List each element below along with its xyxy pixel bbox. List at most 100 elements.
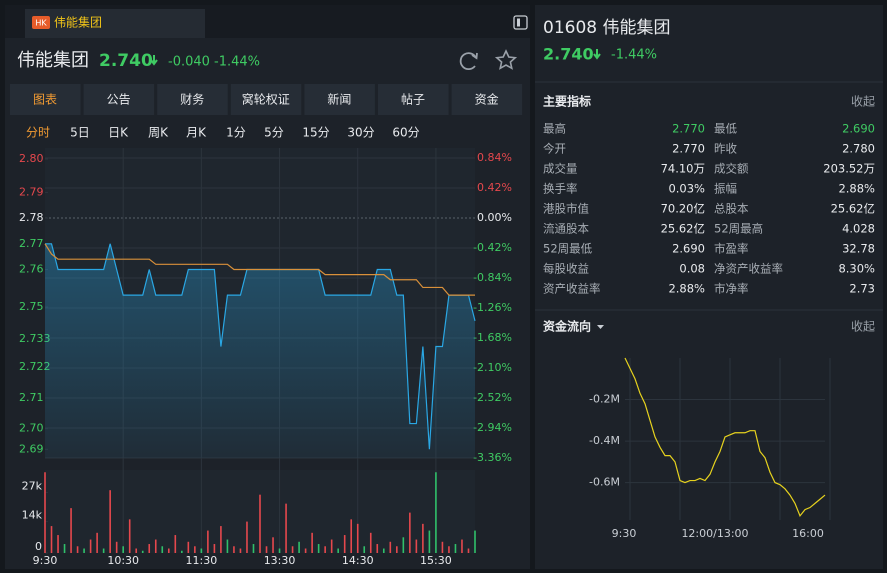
- y2-tick-label: -2.52%: [473, 391, 512, 404]
- volume-bar: [474, 530, 476, 553]
- period-button[interactable]: 周K: [148, 126, 169, 140]
- volume-bar: [213, 544, 216, 553]
- y-tick-label: 2.733: [19, 332, 51, 345]
- stock-tab[interactable]: [25, 9, 205, 38]
- y2-tick-label: -1.26%: [473, 301, 512, 314]
- volume-bar: [382, 548, 385, 553]
- indicator-value: 25.62亿: [661, 222, 705, 236]
- fund-x-tick-label: 16:00: [792, 527, 824, 540]
- volume-bar: [167, 548, 170, 553]
- period-button[interactable]: 60分: [392, 126, 419, 140]
- price-area: [45, 243, 475, 458]
- indicator-label: 流通股本: [543, 222, 589, 236]
- volume-bar: [141, 550, 144, 553]
- x-tick-label: 9:30: [33, 554, 58, 567]
- indicators-collapse[interactable]: 收起: [851, 95, 875, 109]
- indicator-value: 2.73: [849, 282, 875, 296]
- tab-button[interactable]: [230, 84, 302, 115]
- fund-flow-collapse[interactable]: 收起: [851, 320, 875, 334]
- y-tick-label: 2.77: [19, 237, 44, 250]
- favorite-button[interactable]: [494, 49, 518, 70]
- y2-tick-label: -0.42%: [473, 241, 512, 254]
- volume-bar: [135, 548, 138, 553]
- volume-bar: [96, 532, 98, 553]
- tab-button[interactable]: [451, 84, 523, 115]
- y2-tick-label: 0.42%: [477, 181, 512, 194]
- indicator-label: 52周最低: [543, 242, 593, 256]
- refresh-button[interactable]: [459, 52, 478, 71]
- volume-bar: [200, 548, 203, 553]
- period-button[interactable]: 30分: [347, 126, 374, 140]
- y-tick-label: 2.69: [19, 442, 44, 455]
- volume-bar: [422, 523, 424, 553]
- period-button[interactable]: 月K: [186, 126, 207, 140]
- stock-name: 伟能集团: [17, 50, 89, 71]
- quote-title: 01608 伟能集团: [543, 18, 670, 38]
- volume-bar: [239, 548, 242, 553]
- y2-tick-label: 0.84%: [477, 151, 512, 164]
- volume-bar: [415, 539, 418, 553]
- indicator-value: 203.52万: [823, 162, 875, 176]
- indicator-value: 4.028: [842, 222, 875, 236]
- volume-bar: [161, 546, 164, 553]
- volume-bar: [89, 539, 92, 553]
- panel-toggle[interactable]: [513, 15, 528, 30]
- tab-label: 帖子: [401, 92, 425, 107]
- dropdown-caret: [597, 325, 604, 329]
- volume-bar: [50, 526, 53, 553]
- fund-x-tick-label: 9:30: [612, 527, 637, 540]
- indicator-label: 昨收: [714, 142, 737, 156]
- volume-bar: [220, 526, 222, 553]
- volume-bar: [291, 546, 294, 553]
- indicator-label: 市净率: [714, 282, 749, 296]
- tab-button[interactable]: [304, 84, 375, 115]
- period-button[interactable]: 日K: [108, 126, 129, 140]
- volume-bar: [461, 539, 463, 553]
- volume-tick-label: 27k: [22, 479, 43, 492]
- volume-bar: [194, 546, 196, 553]
- indicator-label: 每股收益: [543, 262, 589, 276]
- fund-y-tick-label: -0.6M: [589, 476, 620, 489]
- indicator-value: 2.770: [672, 122, 705, 136]
- period-button[interactable]: 15分: [302, 126, 329, 140]
- indicator-label: 今开: [543, 142, 566, 156]
- down-arrow: [150, 55, 158, 66]
- indicator-label: 成交额: [714, 162, 749, 176]
- y-tick-label: 2.70: [19, 422, 44, 435]
- x-tick-label: 15:30: [420, 554, 452, 567]
- hk-badge: [32, 16, 50, 29]
- period-button[interactable]: 1分: [226, 126, 246, 140]
- period-button[interactable]: 5分: [264, 126, 284, 140]
- volume-bar: [259, 494, 261, 553]
- fund-flow-title[interactable]: 资金流向: [543, 319, 591, 334]
- tab-button[interactable]: [10, 84, 81, 115]
- volume-bar: [226, 539, 229, 553]
- volume-bar: [396, 546, 398, 553]
- y2-tick-label: -0.84%: [473, 271, 512, 284]
- indicator-value: 2.780: [842, 142, 875, 156]
- tab-button[interactable]: [378, 84, 449, 115]
- indicator-value: 25.62亿: [831, 202, 875, 216]
- indicator-label: 成交量: [543, 162, 578, 176]
- period-button[interactable]: 分时: [26, 126, 50, 140]
- tab-button[interactable]: [83, 84, 155, 115]
- y2-tick-label: 0.00%: [477, 211, 512, 224]
- indicator-label: 总股本: [714, 202, 749, 216]
- indicator-label: 换手率: [543, 182, 578, 196]
- volume-bar: [278, 548, 281, 553]
- volume-bar: [402, 537, 405, 553]
- indicator-value: 0.03%: [668, 182, 705, 196]
- tab-button[interactable]: [157, 84, 228, 115]
- x-tick-label: 13:30: [264, 554, 296, 567]
- y-tick-label: 2.71: [19, 391, 44, 404]
- indicator-value: 70.20亿: [661, 202, 705, 216]
- volume-bar: [70, 508, 72, 553]
- y2-tick-label: -2.94%: [473, 421, 512, 434]
- period-button[interactable]: 5日: [70, 126, 90, 140]
- y-tick-label: 2.80: [19, 152, 44, 165]
- indicator-label: 市盈率: [714, 242, 749, 256]
- tab-label: 窝轮权证: [242, 92, 290, 107]
- indicator-value: 32.78: [842, 242, 875, 256]
